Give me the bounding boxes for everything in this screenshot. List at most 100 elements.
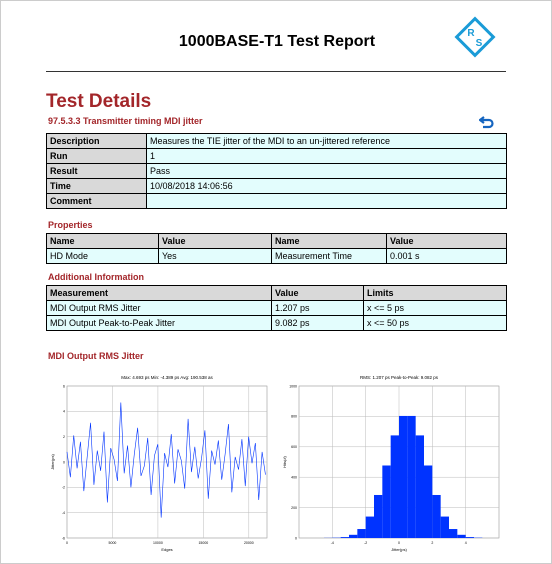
table-cell: 10/08/2018 14:06:56 [146, 178, 507, 194]
histogram-bar [382, 465, 391, 538]
table-cell: Time [46, 178, 147, 194]
histogram-bar [465, 537, 474, 538]
table-cell: MDI Output Peak-to-Peak Jitter [46, 315, 272, 331]
y-tick-label: 4 [63, 410, 65, 414]
y-axis-label: Jitter(ps) [50, 454, 55, 470]
header-cell: Value [158, 233, 272, 249]
logo-letter: S [476, 38, 483, 49]
properties-table: Name Value Name Value HD Mode Yes Measurement … [46, 233, 507, 264]
header-cell: Name [271, 233, 387, 249]
histogram-bar [440, 516, 449, 538]
x-tick-label: 0 [398, 541, 400, 545]
y-tick-label: 400 [291, 476, 297, 480]
table-cell: HD Mode [46, 248, 159, 264]
table-row: Measurement Value Limits [46, 285, 507, 301]
table-cell: x <= 5 ps [363, 300, 507, 316]
histogram-bar [365, 516, 374, 538]
x-tick-label: 5000 [109, 541, 117, 545]
table-cell: Measurement Time [271, 248, 387, 264]
histogram-bar [415, 435, 424, 538]
table-row: Run 1 [46, 148, 507, 164]
additional-table: Measurement Value Limits MDI Output RMS Jit… [46, 285, 507, 331]
section-title: Test Details [46, 91, 152, 112]
logo-letter: R [467, 28, 475, 39]
table-row: Description Measures the TIE jitter of th… [46, 133, 507, 149]
y-tick-label: 2 [63, 435, 65, 439]
table-cell: 1.207 ps [271, 300, 364, 316]
histogram-bar [374, 494, 383, 538]
histogram-bar [449, 529, 458, 538]
x-tick-label: -4 [331, 541, 334, 545]
header-cell: Name [46, 233, 159, 249]
table-cell: Pass [146, 163, 507, 179]
x-tick-label: 0 [66, 541, 68, 545]
x-tick-label: -2 [364, 541, 367, 545]
y-tick-label: 0 [295, 536, 297, 540]
y-tick-label: 200 [291, 506, 297, 510]
table-row: HD Mode Yes Measurement Time 0.001 s [46, 248, 507, 264]
plots-heading: MDI Output RMS Jitter [48, 351, 144, 361]
header-rule [46, 71, 506, 72]
histogram-bar [357, 529, 366, 538]
additional-heading: Additional Information [48, 272, 144, 282]
details-table: Description Measures the TIE jitter of th… [46, 133, 507, 209]
table-cell: Run [46, 148, 147, 164]
header-cell: Measurement [46, 285, 272, 301]
back-arrow[interactable] [479, 116, 494, 129]
test-name: 97.5.3.3 Transmitter timing MDI jitter [48, 116, 203, 126]
back-icon[interactable] [479, 115, 495, 129]
table-cell [146, 193, 507, 209]
jitter-line [66, 402, 266, 518]
x-axis-label: Edges [161, 547, 172, 552]
table-cell: Comment [46, 193, 147, 209]
y-tick-label: -4 [62, 511, 65, 515]
y-tick-label: 800 [291, 415, 297, 419]
table-cell: Result [46, 163, 147, 179]
y-axis-label: Hits(#) [282, 455, 287, 467]
histogram-bar [424, 465, 433, 538]
histogram-bar [340, 537, 349, 538]
jitter-histogram: RMS: 1.207 ps Peak-to-Peak: 9.082 ps 0 200… [282, 375, 500, 552]
table-cell: Measures the TIE jitter of the MDI to an… [146, 133, 507, 149]
y-tick-label: -6 [62, 536, 65, 540]
table-row: Time 10/08/2018 14:06:56 [46, 178, 507, 194]
table-cell: MDI Output RMS Jitter [46, 300, 272, 316]
x-tick-label: 4 [465, 541, 467, 545]
chart-title: Max: 4.693 ps Min: -4.389 ps Avg: 190.53… [121, 375, 213, 380]
histogram-bar [399, 415, 408, 538]
x-tick-label: 2 [431, 541, 433, 545]
chart-title: RMS: 1.207 ps Peak-to-Peak: 9.082 ps [360, 375, 439, 380]
x-tick-label: 20000 [244, 541, 254, 545]
table-row: MDI Output RMS Jitter 1.207 ps x <= 5 ps [46, 300, 507, 316]
histogram-bar [457, 534, 466, 538]
table-row: Result Pass [46, 163, 507, 179]
table-cell: Description [46, 133, 147, 149]
table-cell: 1 [146, 148, 507, 164]
table-cell: Yes [158, 248, 272, 264]
histogram-bar [349, 534, 358, 538]
logo: R S [454, 16, 496, 58]
x-axis-label: Jitter(ps) [391, 547, 407, 552]
y-tick-label: 6 [63, 384, 65, 388]
y-tick-label: 0 [63, 460, 65, 464]
header-cell: Limits [363, 285, 507, 301]
table-cell: x <= 50 ps [363, 315, 507, 331]
table-row: Comment [46, 193, 507, 209]
histogram-bar [407, 415, 416, 538]
x-tick-label: 10000 [153, 541, 163, 545]
y-tick-label: 600 [291, 445, 297, 449]
y-tick-label: -2 [62, 486, 65, 490]
header-cell: Value [271, 285, 364, 301]
table-row: MDI Output Peak-to-Peak Jitter 9.082 ps x … [46, 315, 507, 331]
x-tick-label: 15000 [198, 541, 208, 545]
jitter-line-chart: Max: 4.693 ps Min: -4.389 ps Avg: 190.53… [50, 375, 268, 552]
report-title: 1000BASE-T1 Test Report [178, 33, 376, 50]
histogram-bar [390, 435, 399, 538]
properties-heading: Properties [48, 220, 93, 230]
header-cell: Value [386, 233, 507, 249]
logo-diamond [454, 16, 496, 58]
y-tick-label: 1000 [289, 384, 297, 388]
table-row: Name Value Name Value [46, 233, 507, 249]
table-cell: 0.001 s [386, 248, 507, 264]
